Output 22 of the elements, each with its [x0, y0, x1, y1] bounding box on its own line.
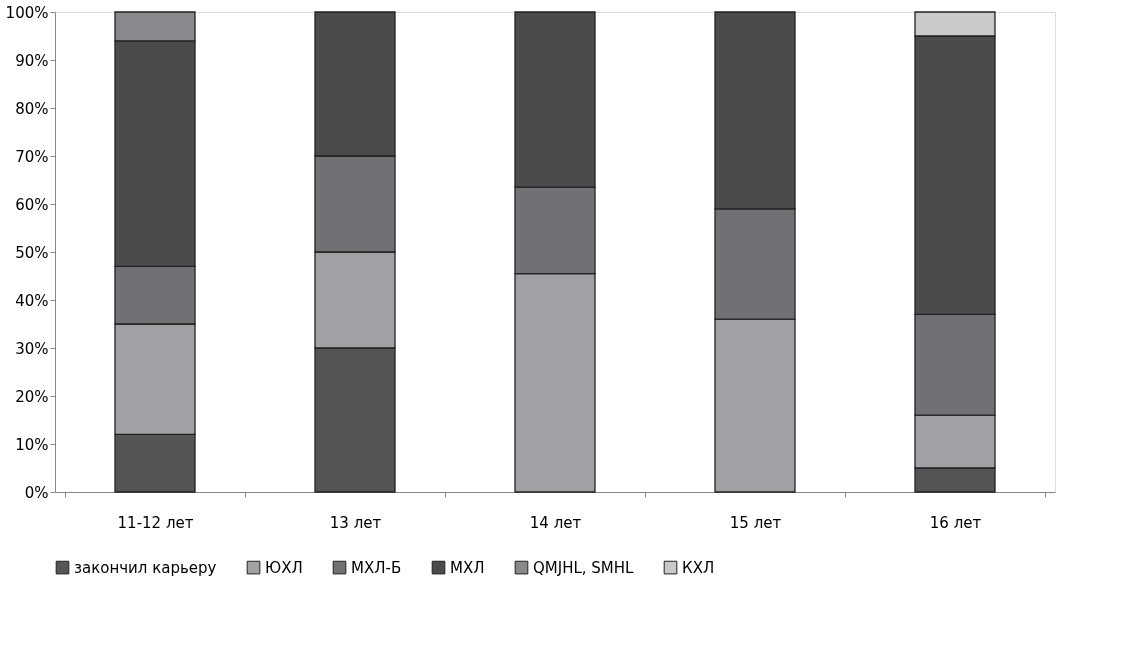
y-tick-label: 10%: [15, 435, 49, 454]
x-tick-label: 16 лет: [929, 513, 982, 532]
y-tick-label: 80%: [15, 99, 49, 118]
legend-label: QMJHL, SMHL: [533, 558, 635, 577]
y-tick-label: 0%: [24, 483, 49, 502]
y-tick-label: 30%: [15, 339, 49, 358]
x-tick-label: 14 лет: [529, 513, 582, 532]
x-tick-label: 15 лет: [729, 513, 782, 532]
x-tick-label: 11-12 лет: [117, 513, 194, 532]
legend-label: закончил карьеру: [74, 558, 217, 577]
legend-label: КХЛ: [682, 558, 715, 577]
x-tick-label: 13 лет: [329, 513, 382, 532]
legend-label: ЮХЛ: [265, 558, 303, 577]
y-tick-label: 70%: [15, 147, 49, 166]
y-tick-label: 50%: [15, 243, 49, 262]
y-tick-label: 100%: [5, 3, 49, 22]
y-tick-label: 20%: [15, 387, 49, 406]
y-tick-label: 40%: [15, 291, 49, 310]
legend-label: МХЛ: [450, 558, 485, 577]
y-tick-label: 90%: [15, 51, 49, 70]
legend-label: МХЛ-Б: [351, 558, 402, 577]
y-tick-label: 60%: [15, 195, 49, 214]
